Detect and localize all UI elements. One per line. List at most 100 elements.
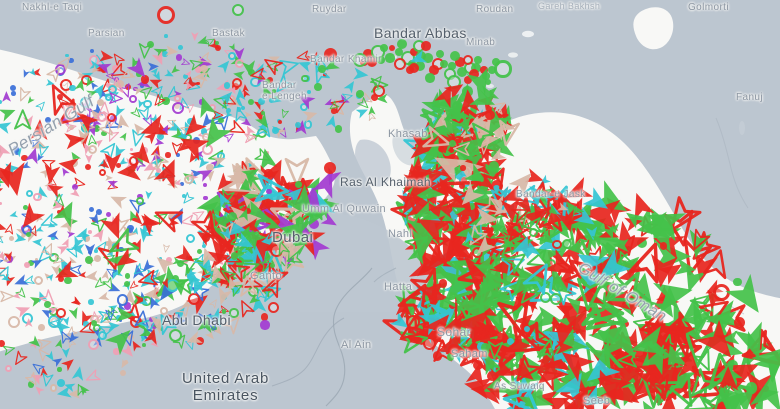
vessel-marker[interactable] [20,161,31,171]
vessel-marker[interactable] [141,159,158,176]
vessel-marker[interactable] [209,298,219,309]
moored-vessel-marker[interactable] [294,181,302,189]
moored-vessel-marker[interactable] [49,252,59,263]
vessel-marker[interactable] [40,306,54,319]
vessel-marker[interactable] [138,83,155,100]
moored-vessel-marker[interactable] [214,44,222,52]
vessel-marker[interactable] [111,144,126,160]
moored-vessel-marker[interactable] [57,367,62,372]
moored-vessel-marker[interactable] [165,152,171,158]
moored-vessel-marker[interactable] [97,99,105,107]
moored-vessel-marker[interactable] [84,163,91,170]
vessel-marker[interactable] [130,107,143,120]
moored-vessel-marker[interactable] [23,262,30,268]
moored-vessel-marker[interactable] [95,208,102,215]
vessel-marker[interactable] [213,180,250,215]
vessel-marker[interactable] [150,83,165,98]
moored-vessel-marker[interactable] [141,342,146,347]
vessel-marker[interactable] [150,66,160,77]
vessel-marker[interactable] [238,264,254,278]
vessel-marker[interactable] [283,184,325,228]
moored-vessel-marker[interactable] [159,306,169,316]
vessel-marker[interactable] [213,153,228,167]
moored-vessel-marker[interactable] [214,40,220,46]
moored-vessel-marker[interactable] [202,182,207,188]
vessel-marker[interactable] [181,192,195,206]
moored-vessel-marker[interactable] [49,383,58,392]
moored-vessel-marker[interactable] [172,101,185,114]
vessel-marker[interactable] [84,154,93,164]
vessel-marker[interactable] [4,223,15,235]
vessel-marker[interactable] [100,211,129,243]
moored-vessel-marker[interactable] [97,330,107,340]
vessel-marker[interactable] [135,209,162,236]
vessel-marker[interactable] [212,110,224,120]
moored-vessel-marker[interactable] [94,249,98,253]
moored-vessel-marker[interactable] [93,324,101,332]
moored-vessel-marker[interactable] [90,48,95,53]
vessel-marker[interactable] [105,72,115,80]
vessel-marker[interactable] [144,128,161,144]
vessel-marker[interactable] [103,152,121,174]
moored-vessel-marker[interactable] [227,51,236,60]
vessel-marker[interactable] [256,147,279,172]
vessel-marker[interactable] [177,130,188,142]
moored-vessel-marker[interactable] [21,154,28,162]
vessel-marker[interactable] [128,280,139,291]
vessel-marker[interactable] [98,158,112,171]
vessel-marker[interactable] [30,256,45,269]
vessel-marker[interactable] [139,42,153,59]
moored-vessel-marker[interactable] [44,300,51,308]
vessel-marker[interactable] [139,258,155,275]
vessel-marker[interactable] [33,383,45,396]
moored-vessel-marker[interactable] [278,84,286,92]
vessel-marker[interactable] [203,167,218,182]
moored-vessel-marker[interactable] [106,212,112,218]
moored-vessel-marker[interactable] [12,146,20,154]
moored-vessel-marker[interactable] [104,93,113,102]
vessel-marker[interactable] [89,80,99,91]
moored-vessel-marker[interactable] [68,57,74,63]
vessel-marker[interactable] [128,56,141,69]
vessel-marker[interactable] [70,295,82,308]
moored-vessel-marker[interactable] [200,128,208,136]
moored-vessel-marker[interactable] [218,117,224,124]
vessel-marker[interactable] [0,140,11,160]
vessel-marker[interactable] [153,155,186,189]
moored-vessel-marker[interactable] [154,171,161,178]
vessel-marker[interactable] [64,131,86,150]
vessel-marker[interactable] [45,180,64,199]
moored-vessel-marker[interactable] [127,333,135,341]
vessel-marker[interactable] [37,143,50,157]
moored-vessel-marker[interactable] [187,117,196,126]
vessel-marker[interactable] [173,179,183,187]
vessel-marker[interactable] [25,96,35,106]
moored-vessel-marker[interactable] [164,34,168,38]
vessel-marker[interactable] [195,116,232,155]
vessel-marker[interactable] [41,156,56,170]
moored-vessel-marker[interactable] [56,379,65,387]
vessel-marker[interactable] [217,57,233,74]
vessel-marker[interactable] [254,148,272,165]
vessel-marker[interactable] [94,137,105,148]
vessel-marker[interactable] [21,69,30,80]
moored-vessel-marker[interactable] [268,97,275,104]
moored-vessel-marker[interactable] [81,74,92,86]
moored-vessel-marker[interactable] [116,163,122,169]
vessel-marker[interactable] [95,59,112,75]
vessel-marker[interactable] [0,250,6,261]
vessel-marker[interactable] [1,91,11,102]
vessel-marker[interactable] [45,271,55,282]
vessel-marker[interactable] [56,243,70,256]
moored-vessel-marker[interactable] [34,258,38,262]
vessel-marker[interactable] [0,119,12,135]
moored-vessel-marker[interactable] [225,107,231,113]
moored-vessel-marker[interactable] [25,189,34,198]
vessel-marker[interactable] [131,263,145,280]
vessel-marker[interactable] [24,275,36,286]
moored-vessel-marker[interactable] [0,201,3,205]
vessel-marker[interactable] [0,270,4,281]
vessel-marker[interactable] [184,80,194,91]
vessel-marker[interactable] [152,50,168,67]
